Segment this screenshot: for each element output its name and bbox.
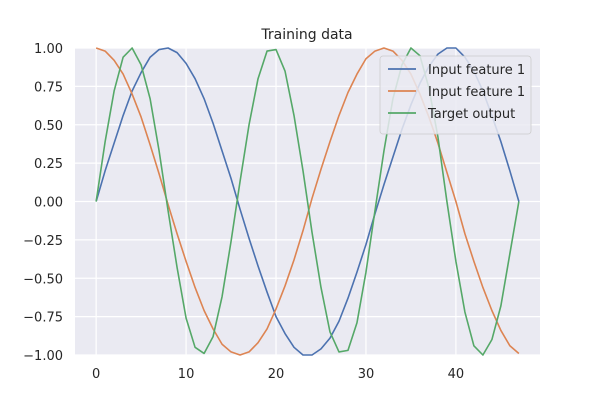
legend-label: Input feature 1 [428, 85, 525, 100]
series-line-1 [95, 47, 520, 356]
y-tick-label: 0.25 [34, 157, 63, 172]
y-tick-label: 0.00 [34, 196, 63, 211]
legend-label: Target output [427, 107, 515, 122]
x-tick-label: 0 [92, 367, 100, 382]
series-line-3 [95, 47, 520, 356]
chart-title: Training data [260, 27, 352, 43]
y-tick-label: 0.75 [34, 80, 63, 95]
x-tick-label: 40 [448, 367, 465, 382]
y-tick-label: 1.00 [34, 42, 63, 57]
x-axis-ticks: 0 10 20 30 40 [92, 367, 464, 382]
y-tick-label: −0.50 [23, 272, 63, 287]
y-axis-ticks: −1.00 −0.75 −0.50 −0.25 0.00 0.25 0.50 0.75 1.00 [23, 42, 63, 364]
x-tick-label: 20 [268, 367, 285, 382]
legend: Input feature 1 Input feature 1 Target out… [379, 55, 532, 135]
legend-label: Input feature 1 [428, 63, 525, 78]
series-lines [95, 47, 520, 356]
y-tick-label: −1.00 [23, 349, 63, 364]
x-tick-label: 30 [358, 367, 375, 382]
y-tick-label: −0.25 [23, 234, 63, 249]
y-tick-label: 0.50 [34, 119, 63, 134]
x-tick-label: 10 [178, 367, 195, 382]
y-tick-label: −0.75 [23, 311, 63, 326]
legend-box [379, 55, 532, 135]
